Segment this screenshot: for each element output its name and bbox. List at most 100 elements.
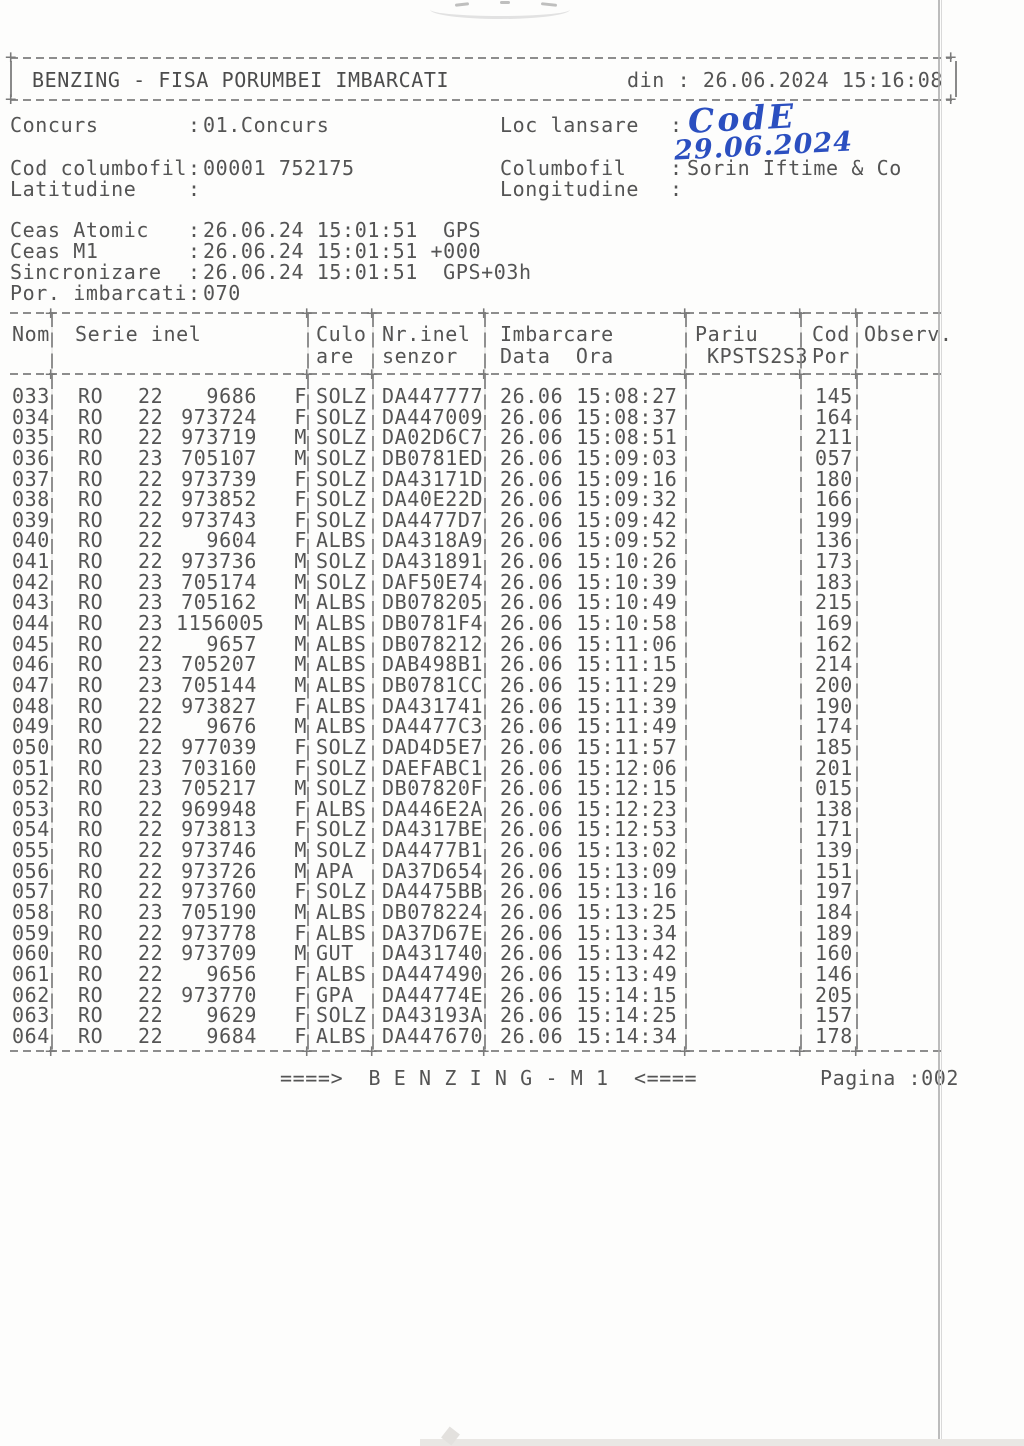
row-culoare: SOLZ (316, 734, 367, 759)
row-ring-number: 705162 (181, 590, 257, 615)
row-sex: M (294, 941, 307, 966)
row-imbarcare-time: 15:08:27 (576, 384, 678, 408)
table-border-top (10, 312, 945, 314)
row-imbarcare: 26.06 15:11:29 (484, 675, 685, 696)
scan-mark (500, 1, 510, 4)
row-sex: F (294, 384, 307, 408)
scan-edge-shadow (420, 1439, 1024, 1446)
page-number: Pagina :002 (820, 1066, 960, 1090)
row-senzor: DA447777 (382, 384, 484, 408)
row-sex: M (294, 569, 307, 594)
row-imbarcare-time: 15:13:34 (576, 920, 678, 945)
row-sex: F (294, 1023, 307, 1048)
table-junction: + (850, 302, 862, 324)
row-serie-inel: RO 22 973724 F (51, 406, 307, 428)
row-nom: 036 (12, 445, 50, 470)
title-box-corner: + (5, 46, 17, 68)
row-country: RO (78, 1003, 104, 1028)
row-culoare: SOLZ (316, 817, 367, 842)
row-serie-inel: RO 23 705162 M (51, 592, 307, 613)
row-imbarcare-time: 15:10:58 (576, 611, 678, 636)
row-culoare: ALBS (316, 590, 367, 615)
row-observ (856, 592, 940, 613)
row-year: 23 (138, 672, 164, 697)
row-serie-inel: RO 22 9684 F (51, 1026, 307, 1047)
scan-smudge (430, 0, 570, 19)
row-senzor: DAF50E74 (382, 569, 484, 594)
row-cod-por: 169 (815, 611, 853, 636)
row-pariu (685, 923, 800, 944)
row-culoare: SOLZ (316, 384, 367, 408)
row-imbarcare-date: 26.06 (500, 838, 564, 863)
row-pariu (685, 778, 800, 799)
row-pariu (685, 758, 800, 779)
row-observ (856, 551, 940, 572)
row-ring-number: 9604 (206, 528, 257, 553)
row-ring-number: 9684 (206, 1023, 257, 1048)
row-culoare: GPA (316, 982, 354, 1007)
row-sex: F (294, 693, 307, 718)
row-senzor: DA4317BE (382, 817, 484, 842)
row-imbarcare-date: 26.06 (500, 652, 564, 677)
row-serie-inel: RO 22 973719 M (51, 427, 307, 448)
table-column-separator (51, 312, 53, 1052)
row-sex: M (294, 590, 307, 615)
sincronizare-label: Sincronizare (10, 260, 162, 284)
row-imbarcare-time: 15:09:16 (576, 466, 678, 491)
row-imbarcare-time: 15:11:06 (576, 631, 678, 656)
row-imbarcare-date: 26.06 (500, 549, 564, 574)
row-country: RO (78, 466, 104, 491)
columbofil-label: Columbofil (500, 156, 627, 180)
row-pariu (685, 737, 800, 758)
row-serie-inel: RO 23 705144 M (51, 675, 307, 696)
table-junction: + (850, 1040, 862, 1062)
row-cod-por: 174 (815, 714, 853, 739)
colon: : (670, 113, 683, 137)
row-imbarcare-time: 15:13:49 (576, 961, 678, 986)
row-imbarcare: 26.06 15:12:15 (484, 778, 685, 799)
row-sex: F (294, 507, 307, 532)
row-senzor: DA02D6C7 (382, 425, 484, 450)
row-observ (856, 716, 940, 737)
row-year: 23 (138, 755, 164, 780)
columbofil-value: Sorin Iftime & Co (687, 156, 902, 180)
row-cod-por: 197 (815, 879, 853, 904)
scan-fold-line (941, 0, 942, 1446)
row-senzor: DA44774E (382, 982, 484, 1007)
row-imbarcare: 26.06 15:10:58 (484, 613, 685, 634)
sincronizare-value: 26.06.24 15:01:51 GPS+03h (203, 260, 532, 284)
row-serie-inel: RO 22 969948 F (51, 799, 307, 820)
table-row: 059 RO 22 973778 F ALBS DA37D67E 26.06 1… (10, 923, 940, 944)
row-imbarcare-time: 15:12:23 (576, 796, 678, 821)
row-year: 23 (138, 611, 164, 636)
row-imbarcare-time: 15:14:25 (576, 1003, 678, 1028)
row-imbarcare: 26.06 15:09:03 (484, 448, 685, 469)
row-nom: 043 (12, 590, 50, 615)
row-serie-inel: RO 22 977039 F (51, 737, 307, 758)
table-junction: + (478, 363, 490, 385)
row-ring-number: 973852 (181, 487, 257, 512)
row-observ (856, 489, 940, 510)
row-imbarcare-date: 26.06 (500, 796, 564, 821)
table-junction: + (794, 302, 806, 324)
row-imbarcare: 26.06 15:10:39 (484, 572, 685, 593)
row-nom: 042 (12, 569, 50, 594)
row-senzor: DA4477C3 (382, 714, 484, 739)
row-imbarcare: 26.06 15:12:23 (484, 799, 685, 820)
row-culoare: SOLZ (316, 776, 367, 801)
row-serie-inel: RO 23 705107 M (51, 448, 307, 469)
row-senzor: DB078212 (382, 631, 484, 656)
row-cod-por: 138 (815, 796, 853, 821)
row-pariu (685, 510, 800, 531)
row-country: RO (78, 755, 104, 780)
row-observ (856, 613, 940, 634)
row-imbarcare-date: 26.06 (500, 1023, 564, 1048)
table-junction: + (366, 363, 378, 385)
row-imbarcare: 26.06 15:11:49 (484, 716, 685, 737)
row-nom: 052 (12, 776, 50, 801)
row-year: 22 (138, 838, 164, 863)
document-body: BENZING - FISA PORUMBEI IMBARCATI din : … (5, 0, 970, 1446)
row-ring-number: 973760 (181, 879, 257, 904)
row-observ (856, 530, 940, 551)
row-country: RO (78, 776, 104, 801)
